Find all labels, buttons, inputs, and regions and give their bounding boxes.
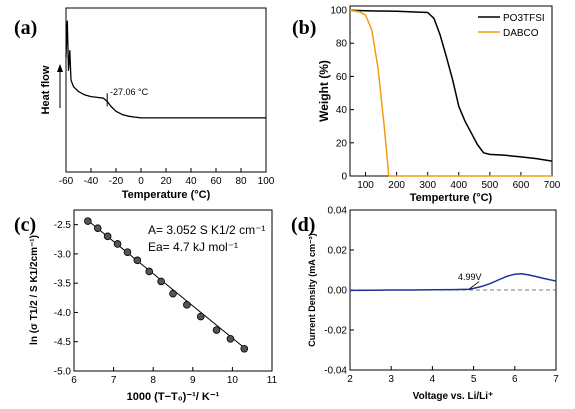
chart-b-legend: PO3TFSI DABCO	[478, 13, 545, 39]
chart-d-annotation-marker	[468, 281, 480, 290]
chart-a-xtick-label: 0	[138, 176, 144, 187]
data-point	[123, 248, 132, 256]
chart-c-ytick-label: -5.0	[54, 367, 72, 378]
chart-c-ytick-label: -3.0	[54, 249, 72, 260]
chart-a-xtick-label: 40	[185, 176, 197, 187]
legend-label-po3tfsi: PO3TFSI	[503, 13, 545, 24]
chart-b-ytick-label: 100	[330, 6, 347, 17]
panel-label-c: (c)	[14, 214, 36, 236]
chart-d-series-line	[349, 273, 557, 292]
chart-c-xtick-label: 8	[150, 375, 156, 386]
chart-b-series-po3tfsi	[349, 9, 553, 162]
data-point	[103, 232, 112, 241]
chart-c-xtick-label: 9	[190, 375, 196, 386]
chart-d-ylabel: Current Density (mA cm⁻²)	[307, 233, 317, 346]
chart-d-annotation: 4.99V	[458, 272, 482, 282]
chart-c-xtick-label: 10	[227, 375, 239, 386]
chart-d-xtick-label: 3	[388, 374, 394, 385]
data-point	[93, 224, 102, 232]
data-point	[212, 326, 221, 334]
panel-label-b: (b)	[292, 17, 316, 39]
data-point	[145, 267, 154, 276]
chart-a: -60 -40 -20 0 20 40 60 80 100 -27.06 °C Heat flo…	[40, 7, 275, 201]
chart-a-xtick-label: 60	[210, 176, 222, 187]
chart-c-ytick-label: -4.5	[54, 337, 72, 348]
chart-d-ytick-label: 0.04	[328, 206, 348, 217]
chart-d-xtick-label: 4	[430, 374, 436, 385]
chart-b-ytick-label: 80	[336, 39, 348, 50]
panel-label-d: (d)	[291, 214, 315, 236]
chart-d-xtick-label: 2	[347, 374, 353, 385]
chart-a-ylabel: Heat flow	[40, 65, 52, 114]
chart-c-ytick-label: -3.5	[54, 279, 72, 290]
chart-b: 100 200 300 400 500 600 700 0 20 40 60 80 100 PO3TF…	[317, 5, 561, 204]
chart-b-xtick-label: 500	[482, 180, 499, 191]
chart-a-frame	[65, 7, 267, 173]
chart-b-ytick-label: 40	[336, 105, 348, 116]
chart-b-xtick-label: 700	[544, 180, 561, 191]
data-point	[113, 240, 122, 248]
data-point	[157, 277, 165, 286]
chart-b-xtick-label: 100	[357, 180, 374, 191]
chart-c-frame	[73, 209, 273, 372]
chart-b-xtick-label: 400	[450, 180, 467, 191]
chart-c-ytick-label: -2.5	[54, 220, 72, 231]
chart-b-xtick-label: 300	[419, 180, 436, 191]
chart-a-xtick-label: -60	[59, 176, 74, 187]
legend-label-dabco: DABCO	[503, 28, 539, 39]
chart-b-xlabel: Temperture (°C)	[410, 192, 493, 204]
data-point	[133, 256, 142, 265]
chart-c-ylabel: ln (σ T1/2 / S K1/2cm⁻¹)	[29, 235, 40, 345]
data-point	[196, 312, 205, 321]
chart-c-xlabel: 1000 (T−T₀)⁻¹/ K⁻¹	[127, 391, 220, 403]
chart-a-xtick-label: 80	[235, 176, 247, 187]
chart-d-xtick-label: 5	[471, 374, 477, 385]
data-point	[240, 344, 249, 353]
chart-d-xtick-label: 7	[553, 374, 559, 385]
chart-b-xtick-label: 600	[513, 180, 530, 191]
chart-d-ytick-label: 0.02	[328, 246, 348, 257]
chart-a-annotation: -27.06 °C	[110, 87, 149, 97]
chart-d-xlabel: Voltage vs. Li/Li⁺	[413, 391, 494, 402]
chart-b-ytick-label: 20	[336, 138, 348, 149]
chart-b-series-dabco	[349, 9, 552, 177]
chart-b-ylabel: Weight (%)	[317, 60, 331, 122]
chart-c: 6 7 8 9 10 11 -5.0 -4.5 -4.0 -3.5 -3.0 -2.5 A= 3.0…	[29, 209, 278, 403]
chart-a-series-line	[65, 20, 266, 119]
chart-d-ytick-label: -0.02	[324, 326, 347, 337]
chart-c-annotation-a: A= 3.052 S K1/2 cm⁻¹	[148, 223, 265, 237]
data-point	[226, 334, 235, 343]
chart-c-ytick-label: -4.0	[54, 308, 72, 319]
chart-a-xtick-label: -20	[109, 176, 124, 187]
chart-a-xtick-label: -40	[84, 176, 99, 187]
heat-flow-arrowhead	[57, 64, 63, 72]
chart-c-xtick-label: 11	[267, 375, 278, 386]
chart-d-ytick-label: 0.00	[328, 286, 348, 297]
chart-b-ytick-label: 60	[336, 72, 348, 83]
fit-line	[87, 220, 247, 350]
chart-c-xtick-label: 6	[71, 375, 77, 386]
chart-a-xtick-label: 100	[258, 176, 275, 187]
chart-d-xtick-label: 6	[512, 374, 518, 385]
chart-a-xtick-label: 20	[160, 176, 172, 187]
chart-d-ytick-label: -0.04	[324, 366, 347, 377]
data-point	[183, 301, 191, 309]
chart-b-ytick-label: 0	[341, 172, 347, 183]
chart-a-xlabel: Temperature (°C)	[122, 189, 211, 201]
chart-c-annotation-ea: Ea= 4.7 kJ mol⁻¹	[148, 240, 238, 254]
chart-b-xtick-label: 200	[388, 180, 405, 191]
data-point	[169, 289, 177, 298]
panel-label-a: (a)	[14, 17, 37, 39]
chart-c-xtick-label: 7	[111, 375, 117, 386]
chart-d: 2 3 4 5 6 7 -0.04 -0.02 0.00 0.02 0.04 4.99V Curr…	[307, 206, 559, 403]
data-point	[84, 217, 92, 225]
